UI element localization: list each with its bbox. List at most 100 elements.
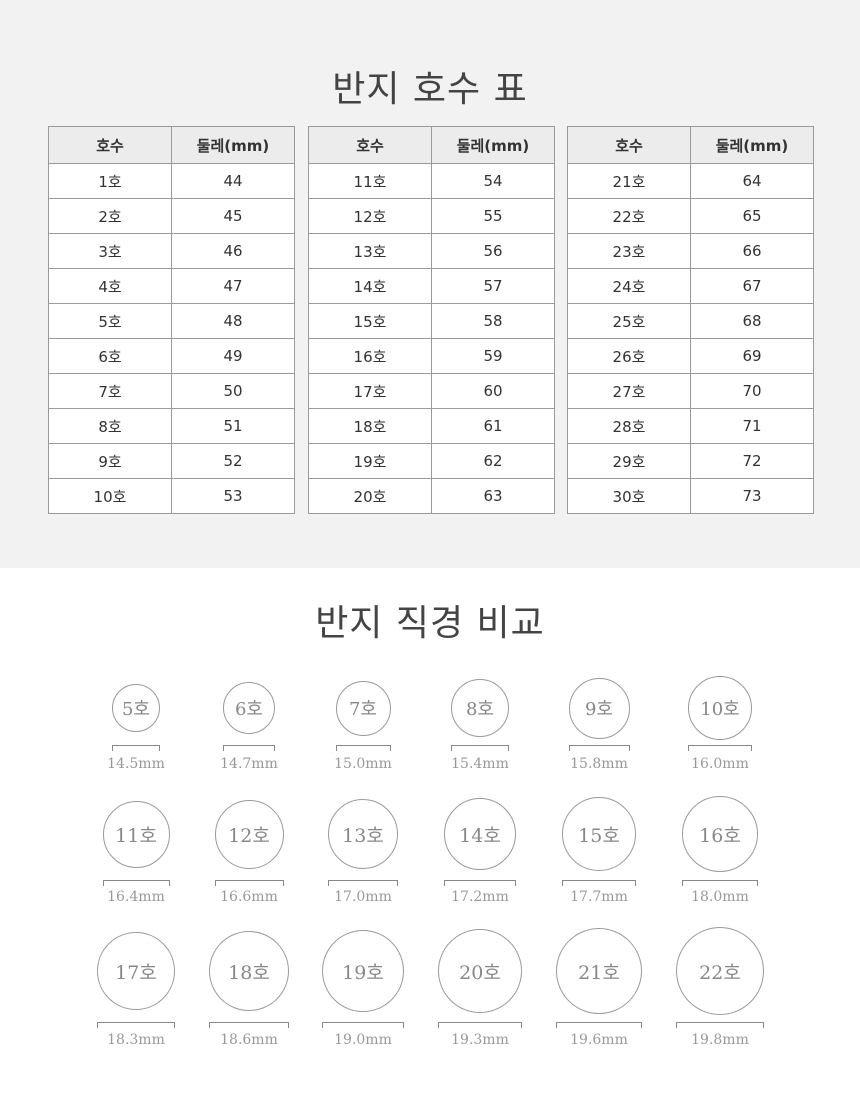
size-cell: 16호 bbox=[308, 338, 432, 374]
diameter-scale-line bbox=[328, 880, 398, 886]
circumference-cell: 45 bbox=[171, 198, 295, 234]
size-cell: 4호 bbox=[48, 268, 172, 304]
size-cell: 15호 bbox=[308, 303, 432, 339]
size-cell: 22호 bbox=[567, 198, 691, 234]
circumference-cell: 58 bbox=[431, 303, 555, 339]
diameter-scale-line bbox=[556, 1022, 642, 1028]
size-cell: 5호 bbox=[48, 303, 172, 339]
header-size: 호수 bbox=[567, 126, 691, 164]
diameter-scale-line bbox=[102, 880, 170, 886]
table-row: 23호 66 bbox=[567, 233, 814, 269]
circumference-cell: 44 bbox=[171, 163, 295, 199]
circumference-cell: 66 bbox=[690, 233, 814, 269]
diameter-label: 19.0mm bbox=[334, 1032, 392, 1048]
size-cell: 19호 bbox=[308, 443, 432, 479]
diameter-scale-line bbox=[444, 880, 516, 886]
table-row: 5호 48 bbox=[48, 303, 295, 339]
size-cell: 28호 bbox=[567, 408, 691, 444]
size-cell: 25호 bbox=[567, 303, 691, 339]
diameter-title: 반지 직경 비교 bbox=[315, 603, 545, 644]
circumference-cell: 50 bbox=[171, 373, 295, 409]
size-cell: 29호 bbox=[567, 443, 691, 479]
diameter-scale-line bbox=[568, 745, 630, 751]
circumference-cell: 65 bbox=[690, 198, 814, 234]
table-row: 19호 62 bbox=[308, 443, 555, 479]
table-row: 18호 61 bbox=[308, 408, 555, 444]
diameter-scale-line bbox=[676, 1022, 764, 1028]
diameter-label: 15.0mm bbox=[334, 756, 392, 772]
table-row: 12호 55 bbox=[308, 198, 555, 234]
size-cell: 10호 bbox=[48, 478, 172, 514]
circumference-cell: 57 bbox=[431, 268, 555, 304]
size-cell: 11호 bbox=[308, 163, 432, 199]
circumference-cell: 72 bbox=[690, 443, 814, 479]
diameter-label: 14.7mm bbox=[220, 756, 278, 772]
ring-circle: 16호 bbox=[682, 796, 758, 872]
ring-circle: 13호 bbox=[328, 799, 398, 869]
table-row: 14호 57 bbox=[308, 268, 555, 304]
circumference-cell: 62 bbox=[431, 443, 555, 479]
diameter-label: 19.6mm bbox=[570, 1032, 628, 1048]
diameter-label: 15.4mm bbox=[451, 756, 509, 772]
size-cell: 23호 bbox=[567, 233, 691, 269]
size-cell: 6호 bbox=[48, 338, 172, 374]
size-cell: 26호 bbox=[567, 338, 691, 374]
diameter-scale-line bbox=[682, 880, 758, 886]
diameter-label: 18.3mm bbox=[107, 1032, 165, 1048]
table-row: 22호 65 bbox=[567, 198, 814, 234]
circumference-cell: 46 bbox=[171, 233, 295, 269]
size-cell: 21호 bbox=[567, 163, 691, 199]
diameter-label: 17.7mm bbox=[570, 889, 628, 905]
size-cell: 2호 bbox=[48, 198, 172, 234]
table-row: 21호 64 bbox=[567, 163, 814, 199]
circumference-cell: 64 bbox=[690, 163, 814, 199]
table-row: 6호 49 bbox=[48, 338, 295, 374]
ring-circle: 19호 bbox=[322, 930, 404, 1012]
table-row: 9호 52 bbox=[48, 443, 295, 479]
table-row: 20호 63 bbox=[308, 478, 555, 514]
circumference-cell: 56 bbox=[431, 233, 555, 269]
size-table-1: 호수 둘레(mm) 1호 44 2호 45 3호 46 4호 47 5호 48 6호 49 7호 50 8호… bbox=[48, 126, 295, 514]
ring-circle: 17호 bbox=[97, 932, 175, 1010]
circumference-cell: 69 bbox=[690, 338, 814, 374]
circumference-cell: 63 bbox=[431, 478, 555, 514]
size-cell: 1호 bbox=[48, 163, 172, 199]
table-row: 27호 70 bbox=[567, 373, 814, 409]
header-size: 호수 bbox=[48, 126, 172, 164]
circumference-cell: 67 bbox=[690, 268, 814, 304]
size-cell: 14호 bbox=[308, 268, 432, 304]
size-table-2: 호수 둘레(mm) 11호 54 12호 55 13호 56 14호 57 15호 58 16호 59… bbox=[308, 126, 555, 514]
table-row: 16호 59 bbox=[308, 338, 555, 374]
diameter-label: 14.5mm bbox=[107, 756, 165, 772]
circumference-cell: 55 bbox=[431, 198, 555, 234]
circumference-cell: 73 bbox=[690, 478, 814, 514]
size-cell: 9호 bbox=[48, 443, 172, 479]
table-row: 8호 51 bbox=[48, 408, 295, 444]
header-circumference: 둘레(mm) bbox=[171, 126, 295, 164]
table-row: 4호 47 bbox=[48, 268, 295, 304]
size-cell: 27호 bbox=[567, 373, 691, 409]
diameter-label: 15.8mm bbox=[570, 756, 628, 772]
header-circumference: 둘레(mm) bbox=[690, 126, 814, 164]
diameter-scale-line bbox=[451, 745, 509, 751]
diameter-label: 17.2mm bbox=[451, 889, 509, 905]
table-row: 2호 45 bbox=[48, 198, 295, 234]
size-cell: 18호 bbox=[308, 408, 432, 444]
circumference-cell: 47 bbox=[171, 268, 295, 304]
ring-circle: 18호 bbox=[209, 931, 289, 1011]
ring-circle: 12호 bbox=[214, 799, 284, 869]
size-cell: 7호 bbox=[48, 373, 172, 409]
circumference-cell: 53 bbox=[171, 478, 295, 514]
table-row: 7호 50 bbox=[48, 373, 295, 409]
table-row: 13호 56 bbox=[308, 233, 555, 269]
diameter-scale-line bbox=[562, 880, 636, 886]
circumference-cell: 68 bbox=[690, 303, 814, 339]
table-row: 11호 54 bbox=[308, 163, 555, 199]
size-cell: 8호 bbox=[48, 408, 172, 444]
ring-circle: 9호 bbox=[568, 677, 630, 739]
size-cell: 17호 bbox=[308, 373, 432, 409]
ring-circle: 14호 bbox=[444, 798, 516, 870]
circumference-cell: 60 bbox=[431, 373, 555, 409]
ring-circle: 21호 bbox=[556, 928, 642, 1014]
diameter-label: 16.4mm bbox=[107, 889, 165, 905]
